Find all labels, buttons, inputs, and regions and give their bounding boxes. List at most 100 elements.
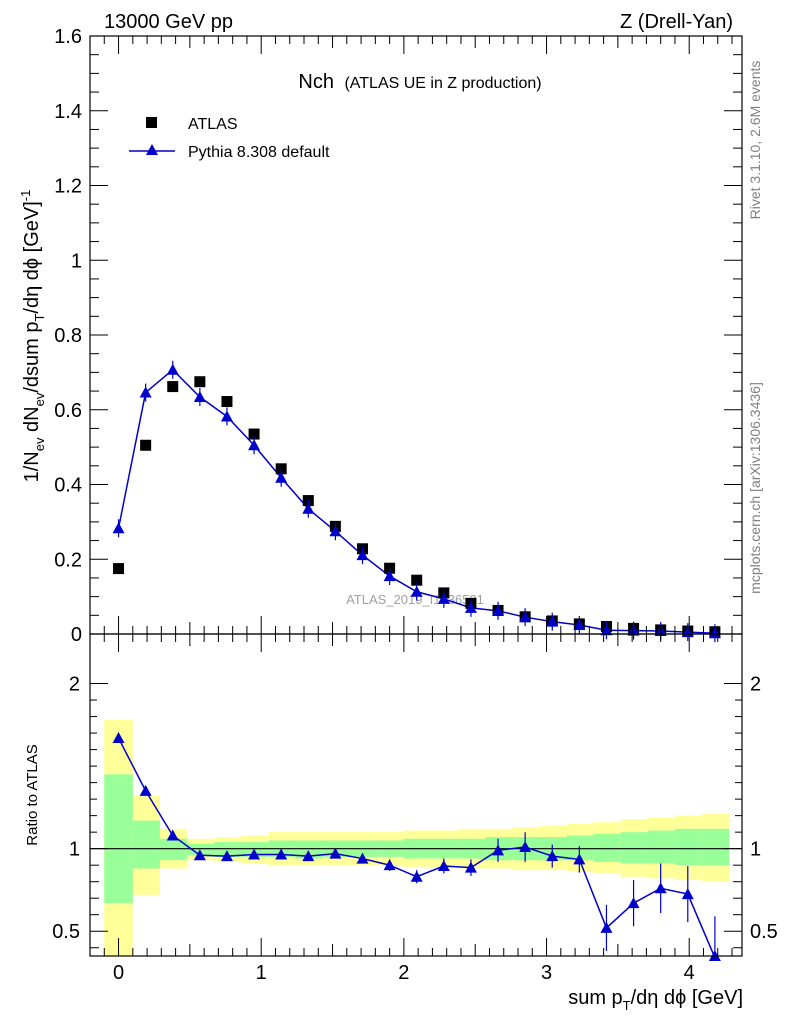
axes: 0 0.2 0.4 0.6 0.8 1 1.2 1.4 1.6 0.5 0.5 1 1 2 2 0 1 2 3 4: [52, 26, 778, 984]
y-tick-label: 1.6: [54, 26, 82, 48]
ratio-tick-label: 1: [69, 839, 80, 861]
atlas-point: [248, 428, 260, 440]
pythia-point: [627, 624, 640, 636]
ratio-tick-label-right: 1: [750, 839, 761, 861]
ratio-point: [573, 853, 586, 865]
atlas-point: [167, 381, 179, 393]
atlas-point: [113, 563, 125, 575]
pythia-point: [166, 363, 179, 375]
ratio-point: [112, 732, 125, 744]
header-right: Z (Drell-Yan): [620, 11, 733, 33]
y-tick-label: 0.8: [54, 325, 82, 347]
ratio-marks: [90, 719, 742, 961]
y-axis-label: 1/Nev dNev/dsum pT/dη dϕ [GeV]-1: [18, 190, 47, 483]
ratio-band-green: [295, 840, 323, 859]
x-tick-label: 1: [256, 962, 267, 984]
pythia-point: [519, 611, 532, 623]
ratio-band-green: [647, 830, 675, 864]
y-tick-label: 0.6: [54, 400, 82, 422]
ratio-point: [464, 861, 477, 873]
plot-title-sub: (ATLAS UE in Z production): [344, 75, 541, 92]
y-tick-label: 1.2: [54, 176, 82, 198]
y-tick-label: 0: [71, 624, 82, 646]
ratio-point: [600, 921, 613, 933]
plot-title-main: Nch: [298, 71, 334, 93]
pythia-point: [193, 391, 206, 403]
pythia-point: [329, 525, 342, 537]
pythia-point: [275, 471, 288, 483]
legend-atlas-marker: [146, 117, 157, 128]
ratio-band-green: [241, 842, 269, 857]
legend-atlas-label: ATLAS: [188, 116, 238, 133]
pythia-point: [573, 619, 586, 631]
pythia-point: [248, 439, 261, 451]
x-tick-label: 0: [113, 962, 124, 984]
ratio-point: [248, 848, 261, 860]
ratio-point: [654, 882, 667, 894]
ratio-point: [139, 784, 152, 796]
pythia-point: [492, 604, 505, 616]
ratio-band-green: [104, 774, 133, 904]
ratio-y-label: Ratio to ATLAS: [24, 744, 41, 845]
ratio-tick-label-right: 0.5: [750, 921, 778, 943]
y-tick-label: 1: [71, 250, 82, 272]
pythia-point: [437, 592, 450, 604]
ratio-point: [492, 844, 505, 856]
ratio-point: [519, 841, 532, 853]
ratio-point: [193, 849, 206, 861]
ratio-point: [410, 870, 423, 882]
header-left: 13000 GeV pp: [104, 11, 233, 33]
x-tick-label: 3: [541, 962, 552, 984]
pythia-point: [383, 570, 396, 582]
ratio-band-green: [159, 838, 188, 861]
ratio-band-green: [674, 828, 703, 866]
ratio-band-green: [620, 832, 648, 864]
pythia-point: [139, 386, 152, 398]
ratio-band-green: [702, 828, 730, 866]
y-tick-label: 0.2: [54, 549, 82, 571]
side-label-mcplots: mcplots.cern.ch [arXiv:1306.3436]: [747, 382, 763, 594]
main-marks: [112, 360, 721, 643]
ratio-tick-label: 2: [69, 674, 80, 696]
atlas-point: [411, 574, 423, 586]
ratio-point: [383, 859, 396, 871]
ratio-tick-label-right: 2: [750, 674, 761, 696]
atlas-point: [221, 396, 233, 408]
ratio-point: [356, 852, 369, 864]
ratio-point: [437, 860, 450, 872]
ratio-tick-label: 0.5: [52, 921, 80, 943]
svg-text:Nch (ATLAS UE in Z produ: Nch (ATLAS UE in Z production): [298, 71, 541, 93]
ratio-band-green: [132, 820, 160, 869]
ratio-band-green: [593, 833, 621, 862]
ratio-point: [166, 829, 179, 841]
ratio-point: [546, 850, 559, 862]
x-tick-label: 4: [684, 962, 695, 984]
pythia-point: [410, 585, 423, 597]
y-tick-label: 1.4: [54, 101, 82, 123]
pythia-point: [356, 549, 369, 561]
x-axis-label: sum pT/dη dϕ [GeV]: [568, 987, 743, 1013]
ratio-point: [329, 847, 342, 859]
legend: ATLAS Pythia 8.308 default: [129, 116, 330, 161]
plot-title: Nch (ATLAS UE in Z production): [298, 71, 541, 93]
ratio-frame: [89, 633, 743, 957]
atlas-point: [194, 376, 206, 388]
legend-pythia-label: Pythia 8.308 default: [188, 144, 330, 161]
pythia-point: [546, 615, 559, 627]
legend-pythia-marker: [146, 144, 158, 155]
ratio-point: [627, 897, 640, 909]
ratio-point: [220, 850, 233, 862]
ratio-point: [275, 848, 288, 860]
ratio-point: [681, 888, 694, 900]
ratio-band-green: [187, 843, 215, 856]
pythia-point: [302, 502, 315, 514]
pythia-point: [464, 601, 477, 613]
pythia-point: [112, 522, 125, 534]
ratio-band-green: [214, 842, 242, 857]
x-tick-label: 2: [398, 962, 409, 984]
ratio-point: [302, 850, 315, 862]
side-label-rivet: Rivet 3.1.10, 2.6M events: [747, 61, 763, 220]
atlas-point: [140, 439, 152, 451]
y-tick-label: 0.4: [54, 475, 82, 497]
